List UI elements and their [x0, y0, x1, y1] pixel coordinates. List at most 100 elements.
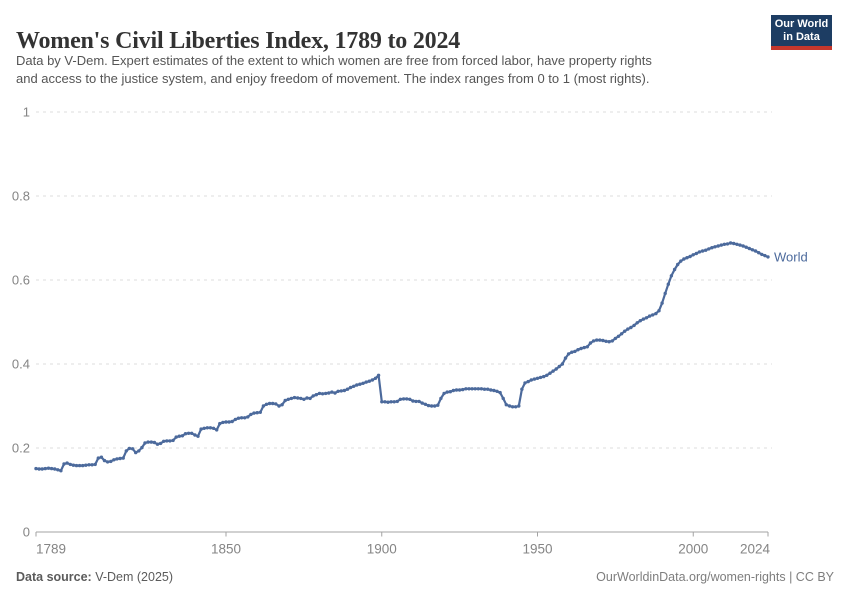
data-point: [467, 387, 471, 391]
data-point: [236, 416, 241, 420]
data-point: [271, 401, 275, 406]
data-point: [613, 336, 618, 341]
data-point: [719, 243, 723, 247]
data-point: [523, 381, 527, 385]
data-point: [532, 377, 537, 381]
x-tick-label-1850: 1850: [211, 542, 241, 557]
data-point: [205, 426, 209, 430]
data-point: [436, 403, 440, 407]
data-point: [448, 390, 452, 394]
data-point: [551, 369, 555, 373]
data-point: [380, 400, 384, 404]
data-point: [482, 387, 487, 391]
data-point: [663, 291, 667, 296]
data-point: [317, 391, 322, 396]
data-point: [688, 254, 692, 259]
data-point: [339, 389, 343, 393]
data-point: [660, 301, 664, 305]
data-point: [37, 467, 41, 471]
data-point: [77, 463, 82, 468]
data-point: [199, 427, 203, 431]
series-end-label-world[interactable]: World: [774, 249, 808, 264]
data-point: [96, 456, 101, 460]
data-point: [109, 459, 113, 464]
data-point: [557, 364, 561, 369]
data-point: [607, 340, 611, 344]
data-point: [299, 396, 303, 401]
data-point: [598, 338, 602, 342]
data-point: [361, 381, 365, 385]
data-point: [252, 411, 256, 415]
y-tick-label-0.6: 0.6: [12, 273, 30, 288]
data-point: [68, 462, 73, 467]
data-point: [573, 349, 577, 354]
data-point: [258, 410, 262, 414]
data-point: [439, 396, 443, 401]
data-point: [651, 313, 655, 317]
data-point: [333, 391, 337, 395]
data-point: [102, 458, 107, 463]
data-point: [137, 449, 141, 453]
data-point: [215, 428, 219, 432]
data-point: [744, 245, 748, 249]
data-point: [386, 400, 390, 404]
data-point: [112, 458, 116, 462]
data-point: [629, 325, 633, 330]
data-point: [753, 249, 758, 253]
data-point: [314, 393, 318, 397]
data-point: [46, 466, 51, 470]
data-point: [464, 387, 468, 391]
data-point: [267, 401, 272, 406]
x-tick-label-1900: 1900: [367, 542, 397, 557]
data-point: [654, 311, 658, 316]
data-point: [566, 352, 571, 356]
data-point: [208, 426, 213, 430]
data-point: [582, 345, 586, 350]
data-point: [130, 447, 135, 451]
data-point: [401, 397, 406, 401]
data-point: [616, 334, 621, 338]
data-point: [747, 246, 751, 251]
data-point: [84, 463, 88, 467]
data-point: [476, 387, 480, 391]
data-point: [308, 396, 312, 401]
data-point: [105, 460, 110, 464]
data-point: [165, 439, 169, 443]
data-point: [669, 274, 674, 278]
data-point: [641, 317, 646, 321]
data-point: [492, 388, 496, 393]
data-point: [682, 257, 686, 261]
data-point: [320, 392, 325, 396]
data-point: [732, 241, 736, 246]
data-point: [442, 391, 446, 396]
chart-subtitle-line-1: Data by V-Dem. Expert estimates of the e…: [16, 53, 652, 68]
data-point: [457, 388, 462, 392]
data-point: [87, 463, 91, 467]
data-point: [274, 402, 278, 406]
data-point: [735, 242, 739, 246]
data-point: [451, 388, 456, 393]
data-point: [296, 396, 300, 400]
data-point: [342, 388, 347, 393]
data-point: [348, 385, 353, 390]
data-point: [99, 455, 104, 459]
data-point: [221, 420, 225, 425]
data-point: [760, 252, 764, 257]
data-point: [158, 441, 163, 446]
data-point: [591, 339, 596, 343]
series-line-world[interactable]: [34, 241, 770, 472]
data-point: [239, 416, 244, 420]
data-point: [149, 440, 153, 444]
data-point: [707, 247, 711, 251]
data-point: [152, 440, 157, 445]
data-source-note: Data source: V-Dem (2025): [16, 570, 173, 584]
y-tick-label-0.2: 0.2: [12, 441, 30, 456]
data-point: [657, 309, 661, 313]
data-point: [585, 345, 589, 349]
data-point: [601, 338, 605, 343]
data-point: [710, 246, 714, 250]
y-tick-label-0.4: 0.4: [12, 357, 30, 372]
series-world[interactable]: [34, 241, 770, 473]
data-point: [327, 391, 331, 395]
